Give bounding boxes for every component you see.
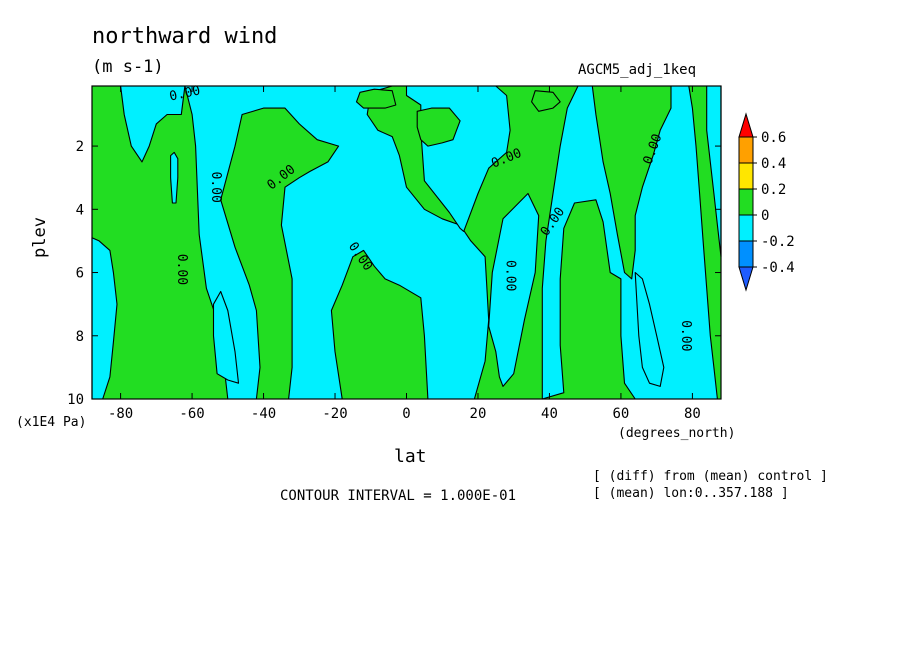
x-tick-label: 20 [470, 406, 487, 422]
x-tick-label: -40 [251, 406, 276, 422]
contour-region [170, 151, 179, 204]
contour-region [541, 85, 718, 400]
y-axis-unit-label: (x1E4 Pa) [16, 415, 87, 430]
y-tick-label: 6 [76, 266, 84, 282]
colorbar-label: 0.2 [761, 182, 786, 198]
contour-region [634, 271, 665, 387]
contour-interval-label: CONTOUR INTERVAL = 1.000E-01 [280, 488, 517, 504]
chart-title: northward wind [92, 24, 278, 49]
colorbar-band [738, 188, 754, 216]
contour-region [416, 107, 461, 147]
colorbar-label: -0.2 [761, 234, 795, 250]
x-tick-label: -80 [108, 406, 133, 422]
x-tick-label: -20 [322, 406, 347, 422]
x-tick-label: 0 [402, 406, 410, 422]
colorbar-band [738, 162, 754, 190]
colorbar-label: 0.6 [761, 130, 786, 146]
contour-region [355, 88, 397, 109]
chart-units: (m s-1) [92, 57, 164, 77]
colorbar-label: -0.4 [761, 260, 795, 276]
contour-label: 0.00 [503, 260, 518, 291]
axis-ticks: -80 -60 -40 -20 0 20 40 60 80 2 4 6 8 10 [67, 86, 721, 422]
colorbar-label: 0 [761, 208, 769, 224]
y-tick-label: 2 [76, 139, 84, 155]
mean-note: [ (mean) lon:0..357.188 ] [593, 486, 789, 501]
contour-region [91, 85, 186, 163]
colorbar-band [738, 136, 754, 164]
contour-region [488, 192, 540, 387]
colorbar-band [738, 240, 754, 268]
colorbar-under-triangle [738, 266, 754, 292]
x-axis-unit-label: (degrees_north) [618, 426, 736, 441]
colorbar: 0.6 0.4 0.2 0 -0.2 -0.4 [738, 112, 795, 292]
colorbar-band [738, 214, 754, 242]
diff-note: [ (diff) from (mean) control ] [593, 469, 828, 484]
contour-label: 0.00 [174, 254, 189, 285]
filled-regions [91, 85, 722, 400]
contour-region [212, 290, 240, 384]
contour-label: 0.00 [208, 172, 223, 203]
y-tick-label: 10 [67, 392, 84, 408]
x-tick-label: -60 [179, 406, 204, 422]
contour-region [531, 90, 561, 112]
y-tick-label: 4 [76, 202, 84, 218]
x-tick-label: 40 [541, 406, 558, 422]
y-tick-label: 8 [76, 329, 84, 345]
contour-label: 0.00 [168, 83, 202, 104]
x-tick-label: 80 [684, 406, 701, 422]
colorbar-label: 0.4 [761, 156, 786, 172]
experiment-label: AGCM5_adj_1keq [578, 62, 697, 78]
x-axis-label: lat [394, 446, 427, 467]
contour-label: 0.00 [678, 320, 693, 351]
colorbar-over-triangle [738, 112, 754, 138]
x-tick-label: 60 [613, 406, 630, 422]
